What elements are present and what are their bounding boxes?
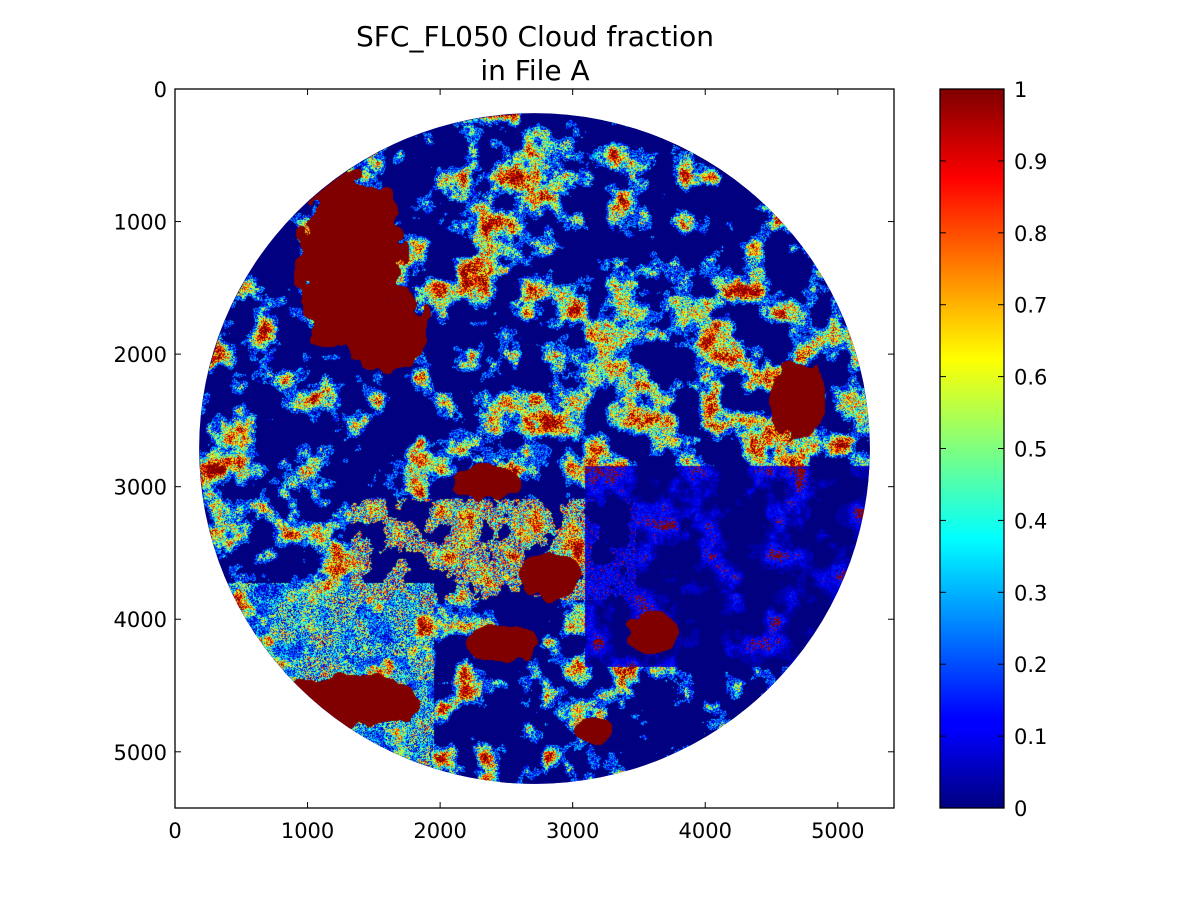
colorbar-tick-label: 0.7: [1014, 294, 1047, 318]
y-tick-label: 4000: [114, 608, 167, 632]
cloud-fraction-heatmap: [199, 113, 870, 784]
colorbar-tick-label: 0.8: [1014, 222, 1047, 246]
colorbar-tick-label: 0.4: [1014, 509, 1047, 533]
x-tick-label: 2000: [413, 819, 466, 843]
x-tick-label: 1000: [281, 819, 334, 843]
x-tick-label: 5000: [811, 819, 864, 843]
x-axis: 0 1000 2000 3000 4000 5000: [168, 89, 865, 843]
colorbar-axis: 0 0.1 0.2 0.3 0.4 0.5 0.6 0.7 0.8 0.9 1: [940, 78, 1047, 821]
colorbar-tick-label: 0.9: [1014, 150, 1047, 174]
colorbar-tick-label: 0: [1014, 797, 1027, 821]
x-tick-label: 4000: [679, 819, 732, 843]
colorbar-tick-label: 0.6: [1014, 366, 1047, 390]
y-tick-label: 3000: [114, 476, 167, 500]
colorbar-tick-label: 0.1: [1014, 725, 1047, 749]
colorbar-tick-label: 0.5: [1014, 438, 1047, 462]
colorbar: [939, 88, 1005, 809]
colorbar-tick-label: 0.2: [1014, 653, 1047, 677]
y-tick-label: 1000: [114, 211, 167, 235]
y-tick-label: 2000: [114, 343, 167, 367]
chart-title-line2: in File A: [480, 54, 589, 87]
plot-frame: [174, 88, 895, 809]
chart-title-line1: SFC_FL050 Cloud fraction: [356, 20, 714, 53]
plot-area: [199, 113, 870, 784]
colorbar-tick-label: 1: [1014, 78, 1027, 102]
y-axis: 0 1000 2000 3000 4000 5000: [114, 78, 894, 765]
colorbar-tick-label: 0.3: [1014, 581, 1047, 605]
y-tick-label: 0: [154, 78, 167, 102]
y-tick-label: 5000: [114, 741, 167, 765]
x-tick-label: 3000: [546, 819, 599, 843]
x-tick-label: 0: [168, 819, 181, 843]
